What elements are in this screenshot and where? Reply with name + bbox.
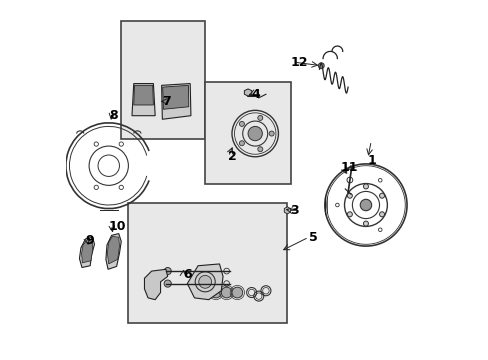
Circle shape — [360, 199, 371, 211]
Circle shape — [239, 141, 244, 146]
Polygon shape — [81, 240, 93, 263]
Circle shape — [268, 131, 274, 136]
Circle shape — [210, 287, 221, 298]
Circle shape — [363, 184, 367, 189]
Text: 1: 1 — [367, 154, 376, 167]
Polygon shape — [163, 85, 188, 109]
Text: 2: 2 — [228, 150, 237, 163]
Polygon shape — [106, 234, 121, 269]
Circle shape — [257, 116, 262, 121]
Bar — [205, 82, 290, 184]
Polygon shape — [80, 237, 94, 267]
Text: 11: 11 — [340, 161, 357, 174]
Circle shape — [363, 221, 367, 226]
Circle shape — [239, 121, 244, 126]
Bar — [121, 21, 205, 139]
Circle shape — [346, 193, 352, 198]
Circle shape — [231, 287, 242, 298]
Text: 3: 3 — [290, 204, 298, 217]
Circle shape — [257, 147, 262, 152]
Bar — [128, 203, 287, 323]
Text: 9: 9 — [85, 234, 94, 247]
Circle shape — [171, 92, 180, 100]
Text: 4: 4 — [251, 88, 260, 101]
Circle shape — [164, 267, 171, 275]
Circle shape — [139, 90, 147, 99]
Circle shape — [379, 212, 384, 217]
Text: 12: 12 — [290, 55, 308, 69]
Polygon shape — [284, 207, 290, 214]
Text: 5: 5 — [308, 231, 317, 244]
Circle shape — [247, 126, 262, 141]
Circle shape — [379, 193, 384, 198]
Polygon shape — [144, 269, 167, 300]
Text: 8: 8 — [108, 109, 117, 122]
Text: 7: 7 — [162, 95, 171, 108]
Text: 10: 10 — [108, 220, 126, 233]
Polygon shape — [107, 237, 119, 264]
Circle shape — [346, 212, 352, 217]
Circle shape — [318, 63, 324, 68]
Circle shape — [221, 287, 231, 298]
Text: 6: 6 — [183, 268, 191, 281]
Polygon shape — [244, 89, 251, 96]
Circle shape — [164, 280, 171, 287]
Polygon shape — [132, 84, 155, 116]
Polygon shape — [162, 84, 190, 119]
Polygon shape — [187, 264, 223, 300]
Circle shape — [198, 275, 211, 288]
Polygon shape — [134, 85, 153, 105]
